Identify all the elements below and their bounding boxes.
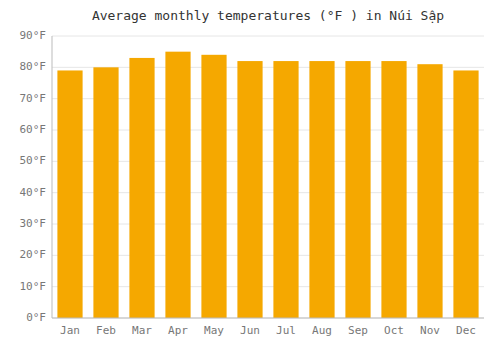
bar bbox=[273, 61, 298, 318]
chart-svg: 0°F 10°F 20°F 30°F 40°F 50°F 60°F 70°F 80°F 90°F J… bbox=[0, 0, 500, 350]
grid-line bbox=[52, 36, 484, 37]
bar bbox=[165, 52, 190, 318]
x-tick-label: Apr bbox=[168, 324, 188, 337]
bar bbox=[93, 67, 118, 318]
bars bbox=[57, 52, 478, 318]
bar bbox=[309, 61, 334, 318]
bar bbox=[57, 70, 82, 318]
x-axis-line bbox=[52, 318, 484, 319]
y-tick-label: 50°F bbox=[20, 154, 47, 167]
y-axis-line bbox=[52, 36, 53, 318]
y-tick-label: 30°F bbox=[20, 217, 47, 230]
bar bbox=[381, 61, 406, 318]
x-tick-label: May bbox=[204, 324, 224, 337]
bar bbox=[201, 55, 226, 318]
bar bbox=[417, 64, 442, 318]
y-tick-label: 70°F bbox=[20, 92, 47, 105]
x-tick-label: Dec bbox=[456, 324, 476, 337]
x-tick-label: Jan bbox=[60, 324, 80, 337]
y-tick-label: 0°F bbox=[26, 311, 46, 324]
y-tick-label: 20°F bbox=[20, 248, 47, 261]
x-tick-label: Sep bbox=[348, 324, 368, 337]
x-tick-label: Nov bbox=[420, 324, 440, 337]
x-tick-label: Aug bbox=[312, 324, 332, 337]
x-tick-label: Mar bbox=[132, 324, 152, 337]
y-tick-label: 60°F bbox=[20, 123, 47, 136]
x-tick-label: Oct bbox=[384, 324, 404, 337]
bar bbox=[237, 61, 262, 318]
background bbox=[0, 0, 500, 350]
chart-container: 0°F 10°F 20°F 30°F 40°F 50°F 60°F 70°F 80°F 90°F J… bbox=[0, 0, 500, 350]
bar bbox=[129, 58, 154, 318]
grid-line bbox=[52, 318, 484, 319]
y-grid bbox=[52, 36, 484, 318]
x-tick-label: Jun bbox=[240, 324, 260, 337]
y-tick-label: 80°F bbox=[20, 60, 47, 73]
bar bbox=[345, 61, 370, 318]
bar bbox=[453, 70, 478, 318]
y-tick-label: 90°F bbox=[20, 29, 47, 42]
page: {"chart_data": {"type": "bar", "title": … bbox=[0, 0, 500, 350]
chart-title: Average monthly temperatures (°F ) in Nú… bbox=[92, 8, 444, 23]
x-tick-label: Feb bbox=[96, 324, 116, 337]
y-tick-label: 40°F bbox=[20, 186, 47, 199]
y-tick-label: 10°F bbox=[20, 280, 47, 293]
x-tick-label: Jul bbox=[276, 324, 296, 337]
y-tick-labels: 0°F 10°F 20°F 30°F 40°F 50°F 60°F 70°F 80°F 90°F bbox=[20, 29, 47, 324]
x-tick-labels: Jan Feb Mar Apr May Jun Jul Aug Sep Oct Nov Dec bbox=[60, 324, 476, 337]
